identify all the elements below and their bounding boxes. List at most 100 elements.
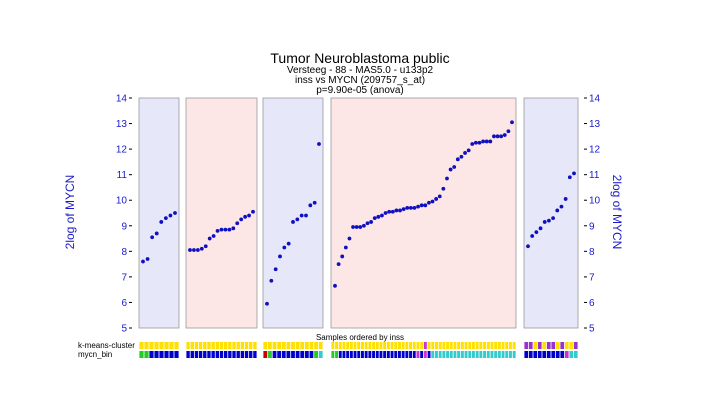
y-tick-label-left: 11 <box>117 170 128 181</box>
kmeans-cell <box>423 342 427 349</box>
data-point <box>247 213 251 218</box>
data-point <box>336 262 341 267</box>
mycn-cell <box>449 351 453 358</box>
mycn-cell <box>249 351 253 358</box>
mycn-cell <box>446 351 449 358</box>
mycn-cell <box>309 351 314 358</box>
data-point <box>199 246 204 251</box>
mycn-cell <box>394 351 398 358</box>
mycn-cell <box>353 351 357 358</box>
kmeans-cell <box>277 342 282 349</box>
data-point <box>534 230 539 235</box>
kmeans-cell <box>295 342 300 349</box>
mycn-cell <box>281 351 286 358</box>
mycn-cell <box>390 351 394 358</box>
kmeans-cell <box>533 342 538 349</box>
kmeans-cell <box>268 342 272 349</box>
kmeans-cell <box>174 342 179 349</box>
kmeans-cell <box>194 342 199 349</box>
kmeans-cell <box>497 342 501 349</box>
mycn-cell <box>401 351 405 358</box>
mycn-cell <box>149 351 154 358</box>
kmeans-cell <box>383 342 387 349</box>
mycn-cell <box>533 351 538 358</box>
mycn-cell <box>159 351 164 358</box>
mycn-cell <box>560 351 565 358</box>
kmeans-cell <box>435 342 438 349</box>
kmeans-cell <box>169 342 174 349</box>
kmeans-cell <box>304 342 309 349</box>
chart-subtitle-1: Versteeg - 88 - MAS5.0 - u133p2 <box>286 65 434 76</box>
y-tick-label-right: 13 <box>589 119 601 130</box>
kmeans-cell <box>154 342 159 349</box>
mycn-cell <box>300 351 305 358</box>
mycn-cell <box>512 351 516 358</box>
mycn-cell <box>357 351 361 358</box>
mycn-cell <box>564 351 569 358</box>
data-point <box>380 213 384 218</box>
data-point <box>470 142 475 146</box>
data-point <box>211 234 216 238</box>
kmeans-cell <box>460 342 464 349</box>
kmeans-cell <box>446 342 449 349</box>
mycn-cell <box>472 351 475 358</box>
mycn-cell <box>546 351 551 358</box>
data-point <box>231 226 236 231</box>
kmeans-cell <box>159 342 164 349</box>
kmeans-cell <box>468 342 472 349</box>
data-point <box>538 226 543 231</box>
kmeans-cell <box>190 342 194 349</box>
mycn-cell <box>186 351 190 358</box>
data-point <box>317 142 321 146</box>
mycn-cell <box>240 351 245 358</box>
y-tick-label-left: 5 <box>121 324 127 335</box>
group-panel-1 <box>138 97 180 329</box>
mycn-cell <box>277 351 282 358</box>
kmeans-cell <box>546 342 551 349</box>
data-point <box>437 194 442 199</box>
chart-subtitle-2: inss vs MYCN (209757_s_at) <box>294 75 426 86</box>
kmeans-cell <box>494 342 498 349</box>
mycn-cell <box>435 351 438 358</box>
mycn-cell <box>420 351 424 358</box>
data-point <box>408 205 413 210</box>
data-point <box>219 227 224 232</box>
mycn-cell <box>190 351 194 358</box>
mycn-cell <box>379 351 383 358</box>
data-point <box>466 148 471 153</box>
y-tick-label-right: 8 <box>589 247 595 258</box>
data-point <box>502 133 507 137</box>
y-tick-label-left: 13 <box>116 119 128 130</box>
group-panel-3 <box>262 97 324 329</box>
y-tick-label-left: 10 <box>116 196 128 207</box>
group-panel-5 <box>523 97 579 329</box>
data-point <box>347 236 352 241</box>
data-point <box>351 225 355 229</box>
kmeans-cell <box>551 342 556 349</box>
data-point <box>383 211 388 215</box>
data-point <box>423 203 428 208</box>
kmeans-cell <box>524 342 529 349</box>
mycn-cell <box>331 351 335 358</box>
data-point <box>343 245 348 250</box>
kmeans-cell <box>314 342 318 349</box>
kmeans-cell <box>211 342 215 349</box>
data-point <box>358 225 363 229</box>
data-point <box>405 205 410 210</box>
data-point <box>510 120 514 125</box>
mycn-cell <box>335 351 338 358</box>
mycn-cell <box>555 351 560 358</box>
mycn-cell <box>427 351 431 358</box>
data-point <box>419 203 424 208</box>
mycn-cell <box>375 351 379 358</box>
mycn-cell <box>475 351 479 358</box>
data-point <box>434 197 439 201</box>
kmeans-cell <box>253 342 257 349</box>
data-point <box>459 154 464 159</box>
data-point <box>168 213 173 218</box>
data-point <box>394 208 399 213</box>
data-point <box>563 197 568 201</box>
kmeans-cell <box>528 342 533 349</box>
kmeans-cell <box>427 342 431 349</box>
